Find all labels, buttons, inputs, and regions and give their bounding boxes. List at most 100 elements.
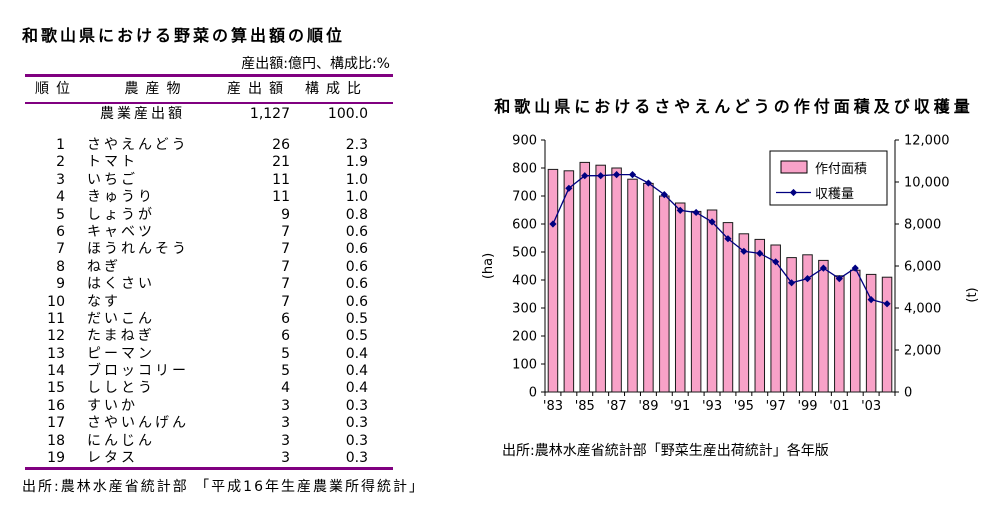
left-axis-tick-label: 0: [529, 386, 537, 401]
cell-product: はくさい: [87, 276, 155, 293]
cell-output: 6: [281, 310, 290, 327]
cell-output: 3: [281, 415, 290, 432]
cell-product: すいか: [87, 397, 138, 414]
table-row: 2 トマト 21 1.9: [25, 154, 393, 171]
marker-86: [597, 172, 605, 180]
bar-86: [595, 164, 606, 393]
axis-labels: 0 100 200 300 400 500 600 700 800 900 0 2,000 4,000 6…: [481, 134, 980, 415]
cell-product: さやえんどう: [87, 137, 189, 153]
bar-01: [834, 275, 845, 393]
table-row: 11 だいこん 6 0.5: [25, 311, 393, 328]
marker-90: [660, 191, 668, 199]
ranking-source: 出所:農林水産省統計部 「平成16年生産農業所得統計」: [22, 479, 425, 495]
cell-share: 0.4: [345, 380, 368, 397]
cell-output: 21: [272, 154, 290, 171]
bar-99: [802, 254, 813, 393]
marker-98: [787, 279, 796, 287]
cell-share: 0.6: [345, 276, 368, 293]
bar-89: [643, 182, 654, 393]
cell-output: 7: [281, 293, 290, 310]
cell-share: 0.6: [345, 241, 368, 258]
legend-box: [769, 150, 888, 206]
cell-output: 5: [281, 363, 290, 380]
cell-output: 7: [281, 223, 290, 240]
cell-output: 26: [272, 137, 290, 153]
table-row: 9 はくさい 7 0.6: [25, 276, 393, 293]
cell-rank: 7: [56, 241, 65, 258]
marker-94: [724, 235, 732, 243]
cell-product: ししとう: [87, 380, 155, 397]
cell-output: 7: [281, 258, 290, 275]
col-header-output: 産出額: [227, 81, 290, 97]
table-row: 10 なす 7 0.6: [25, 294, 393, 311]
x-axis-tick-label: '03: [861, 399, 881, 414]
cell-product: ねぎ: [87, 258, 121, 275]
bar-02: [849, 269, 861, 393]
legend-bar-swatch: [780, 160, 808, 174]
chart-source: 出所:農林水産省統計部「野菜生産出荷統計」各年版: [502, 443, 829, 459]
cell-rank: 17: [47, 415, 65, 432]
cell-share: 0.4: [345, 345, 368, 362]
table-total-row: 農業産出額 1,127 100.0: [25, 104, 393, 124]
left-axis-tick-label: 600: [512, 218, 537, 233]
table-row: 7 ほうれんそう 7 0.6: [25, 241, 393, 258]
bar-95: [738, 233, 750, 393]
marker-97: [772, 258, 780, 266]
right-axis-tick-label: 4,000: [904, 302, 941, 317]
left-axis-tick-label: 200: [512, 330, 537, 345]
cell-output: 3: [281, 432, 290, 449]
header-divider: [25, 102, 393, 104]
bar-85: [579, 161, 591, 393]
chart-title: 和歌山県におけるさやえんどうの作付面積及び収穫量: [494, 97, 974, 117]
x-axis-tick-label: '01: [829, 399, 849, 414]
table-row: 16 すいか 3 0.3: [25, 398, 393, 415]
bar-00: [818, 259, 829, 393]
table-row: 4 きゅうり 11 1.0: [25, 189, 393, 206]
cell-product: きゅうり: [87, 189, 155, 206]
total-share: 100.0: [327, 106, 368, 122]
units-note: 産出額:億円、構成比:%: [241, 56, 390, 72]
table-header-row: 順位 農産物 産出額 構成比: [25, 77, 393, 102]
cell-share: 0.4: [345, 363, 368, 380]
table-row: 19 レタス 3 0.3: [25, 450, 393, 467]
legend-label-planted-area: 作付面積: [815, 162, 867, 177]
cell-product: しょうが: [87, 206, 155, 223]
cell-product: たまねぎ: [87, 328, 155, 345]
cell-output: 3: [281, 397, 290, 414]
cell-product: トマト: [87, 154, 138, 171]
right-axis-tick-label: 10,000: [904, 176, 950, 191]
cell-share: 0.5: [345, 310, 368, 327]
cell-rank: 5: [56, 206, 65, 223]
cell-product: ほうれんそう: [87, 241, 189, 258]
bar-90: [659, 195, 670, 393]
bar-83: [547, 168, 559, 393]
cell-share: 0.3: [345, 450, 368, 467]
marker-92: [692, 208, 700, 217]
total-output: 1,127: [249, 106, 290, 122]
table-row: 13 ピーマン 5 0.4: [25, 346, 393, 363]
x-axis-tick-label: '87: [607, 399, 627, 414]
cell-rank: 12: [47, 328, 65, 345]
x-axis-tick-label: '95: [734, 399, 754, 414]
left-axis-tick-label: 500: [512, 246, 537, 261]
cell-share: 0.3: [345, 432, 368, 449]
right-axis-tick-label: 8,000: [904, 218, 941, 233]
marker-01: [835, 275, 843, 283]
cell-output: 7: [281, 241, 290, 258]
right-axis-unit-label: (t): [965, 287, 980, 302]
cell-output: 6: [281, 328, 290, 345]
left-axis-tick-label: 100: [512, 358, 537, 373]
bar-03: [865, 273, 877, 393]
table-row: 12 たまねぎ 6 0.5: [25, 328, 393, 345]
cell-rank: 8: [56, 258, 65, 275]
table-row: 17 さやいんげん 3 0.3: [25, 415, 393, 432]
marker-00: [819, 264, 828, 272]
cell-share: 1.0: [345, 189, 368, 206]
x-axis-tick-label: '89: [638, 399, 658, 414]
ranking-table: 順位 農産物 産出額 構成比 農業産出額 1,127 100.0 1 さやえんどう 26 2.3 2 ト…: [25, 74, 393, 471]
cell-output: 11: [272, 171, 290, 188]
legend-label-harvest: 収穫量: [815, 187, 854, 202]
bar-87: [611, 167, 622, 393]
cell-product: ブロッコリー: [87, 363, 189, 380]
bar-98: [786, 257, 797, 393]
